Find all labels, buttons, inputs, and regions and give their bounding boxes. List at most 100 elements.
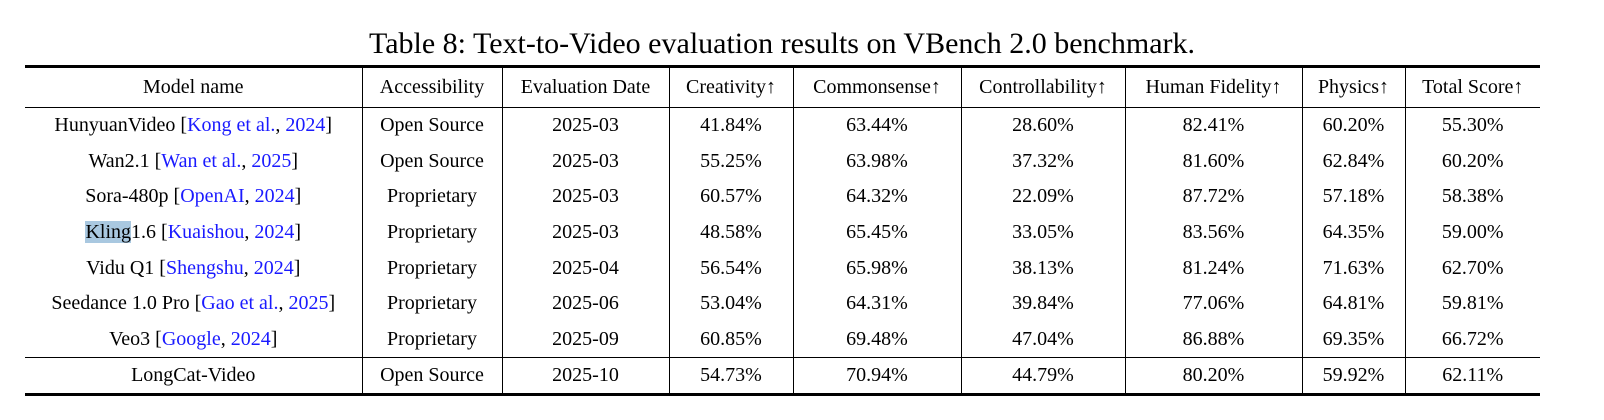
table-cell: 64.31%: [792, 285, 961, 322]
table-cell: 54.73%: [668, 357, 793, 395]
column-header: Model name: [142, 76, 244, 98]
citation-link[interactable]: 2025: [288, 292, 329, 315]
citation-link[interactable]: 2024: [285, 114, 326, 137]
table-cell: 2025-03: [501, 178, 669, 215]
table-cell: 80.20%: [1124, 357, 1302, 395]
model-cell: Vidu Q1 [Shengshu, 2024]: [25, 250, 362, 286]
model-cell: LongCat-Video: [25, 357, 362, 394]
citation-link[interactable]: Kuaishou: [167, 220, 245, 243]
table-cell: 64.81%: [1301, 285, 1405, 322]
column-header: Evaluation Date: [501, 66, 669, 108]
table-cell: 48.58%: [668, 214, 793, 251]
table-cell: 62.11%: [1404, 357, 1540, 395]
table-cell: 38.13%: [960, 250, 1125, 286]
model-text: Kling: [85, 220, 132, 243]
citation-link[interactable]: Gao et al.: [201, 292, 279, 315]
table-cell: 39.84%: [960, 285, 1125, 322]
model-text: ,: [220, 327, 231, 350]
column-header: Commonsense↑: [792, 66, 961, 108]
model-text: HunyuanVideo [: [54, 114, 188, 137]
table-cell: 66.72%: [1404, 321, 1540, 358]
table-cell: 56.54%: [668, 250, 793, 286]
table-cell: 62.84%: [1301, 143, 1405, 179]
table-cell: 77.06%: [1124, 285, 1302, 322]
table-cell: Open Source: [361, 143, 502, 179]
model-cell: Veo3 [Google, 2024]: [25, 322, 362, 358]
table-cell: Proprietary: [361, 250, 502, 286]
model-text: ]: [294, 220, 302, 243]
table-row: LongCat-Video Open Source 2025-10 54.73% 70.…: [25, 357, 1540, 395]
citation-link[interactable]: Wan et al.: [161, 149, 242, 172]
table-cell: 63.44%: [792, 107, 961, 144]
table-cell: 83.56%: [1124, 214, 1302, 251]
table-row: Sora-480p [OpenAI, 2024] Proprietary 2025-…: [25, 178, 1540, 215]
model-text: ,: [275, 114, 286, 137]
table-cell: 22.09%: [960, 178, 1125, 215]
citation-link[interactable]: 2025: [251, 149, 292, 172]
column-header: Human Fidelity↑: [1124, 66, 1302, 108]
citation-link[interactable]: 2024: [253, 256, 294, 279]
table-cell: 60.20%: [1301, 107, 1405, 144]
table-cell: 2025-09: [501, 321, 669, 358]
table-cell: Proprietary: [361, 214, 502, 251]
table-cell: 2025-04: [501, 250, 669, 286]
table-cell: 53.04%: [668, 285, 793, 322]
table-cell: 57.18%: [1301, 178, 1405, 215]
table-cell: 60.20%: [1404, 143, 1540, 179]
table-cell: Proprietary: [361, 178, 502, 215]
model-text: ,: [244, 220, 255, 243]
citation-link[interactable]: Shengshu: [165, 256, 244, 279]
table-row: Veo3 [Google, 2024] Proprietary 2025-09 60.…: [25, 321, 1540, 358]
table-cell: 37.32%: [960, 143, 1125, 179]
table-cell: 86.88%: [1124, 321, 1302, 358]
table-cell: 28.60%: [960, 107, 1125, 144]
table-row: Kling1.6 [Kuaishou, 2024] Proprietary 2025…: [25, 214, 1540, 251]
model-cell: HunyuanVideo [Kong et al., 2024]: [25, 108, 362, 144]
table-cell: 44.79%: [960, 357, 1125, 395]
citation-link[interactable]: 2024: [254, 220, 295, 243]
table-cell: 62.70%: [1404, 250, 1540, 286]
results-table: Model name Accessibility Evaluation Date Cr…: [25, 65, 1540, 396]
model-text: ,: [241, 149, 252, 172]
column-header: Controllability↑: [960, 66, 1125, 108]
table-cell: 63.98%: [792, 143, 961, 179]
table-row: Wan2.1 [Wan et al., 2025] Open Source 2025…: [25, 143, 1540, 179]
table-cell: 59.00%: [1404, 214, 1540, 251]
table-cell: 60.57%: [668, 178, 793, 215]
citation-link[interactable]: Kong et al.: [187, 114, 276, 137]
model-text: Veo3 [: [109, 327, 162, 350]
citation-link[interactable]: 2024: [230, 327, 271, 350]
table-cell: Proprietary: [361, 285, 502, 322]
model-text: ]: [294, 185, 302, 208]
table-header: Model name Accessibility Evaluation Date Cr…: [25, 66, 1540, 108]
table-cell: 82.41%: [1124, 107, 1302, 144]
citation-link[interactable]: 2024: [254, 185, 295, 208]
table-cell: 71.63%: [1301, 250, 1405, 286]
table-cell: 60.85%: [668, 321, 793, 358]
table-cell: 69.48%: [792, 321, 961, 358]
table-cell: 59.81%: [1404, 285, 1540, 322]
model-text: ]: [291, 149, 298, 172]
model-text: 1.6 [: [131, 220, 168, 243]
table-cell: 64.35%: [1301, 214, 1405, 251]
table-cell: 2025-03: [501, 214, 669, 251]
table-cell: 59.92%: [1301, 357, 1405, 395]
model-text: ,: [243, 256, 254, 279]
header-row: Model name Accessibility Evaluation Date Cr…: [25, 66, 1540, 108]
column-header: Creativity↑: [668, 66, 793, 108]
table-cell: 58.38%: [1404, 178, 1540, 215]
model-text: ]: [293, 256, 301, 279]
model-cell: Wan2.1 [Wan et al., 2025]: [25, 143, 362, 179]
table-cell: 2025-10: [501, 357, 669, 395]
model-text: Sora-480p [: [85, 185, 181, 208]
model-text: ]: [325, 114, 333, 137]
model-text: Wan2.1 [: [88, 149, 162, 172]
table-cell: 70.94%: [792, 357, 961, 395]
table-cell: 2025-03: [501, 143, 669, 179]
table-cell: 2025-03: [501, 107, 669, 144]
citation-link[interactable]: OpenAI: [180, 185, 245, 208]
citation-link[interactable]: Google: [161, 327, 221, 350]
table-cell: 81.60%: [1124, 143, 1302, 179]
model-text: Seedance 1.0 Pro [: [51, 292, 202, 315]
